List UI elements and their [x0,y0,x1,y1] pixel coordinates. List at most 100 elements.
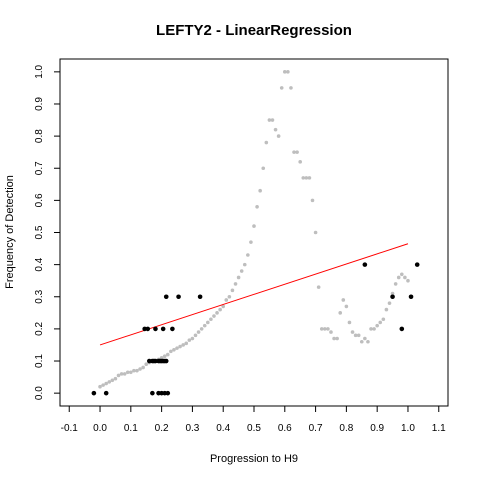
x-axis: -0.1 0.0 0.1 0.2 0.3 0.4 0.5 0.6 0.7 0.8 0.9 1.0 1.1 [61,406,447,434]
smoothed-point [188,338,192,342]
smoothed-point [191,337,195,341]
smoothed-point [345,305,349,309]
y-tick-label: 0.5 [34,225,45,239]
smoothed-point [101,383,105,387]
smoothed-point [295,150,299,154]
observed-point [363,262,368,267]
smoothed-point [114,377,118,381]
x-tick-label: 0.1 [124,423,138,434]
x-tick-label: 0.6 [278,423,292,434]
smoothed-point [360,340,364,344]
smoothed-point [258,189,262,193]
observed-point [400,327,405,332]
y-tick-label: 0.3 [34,289,45,303]
y-tick-label: 0.6 [34,193,45,207]
smoothed-point [406,279,410,283]
x-tick-label: 0.7 [309,423,323,434]
x-tick-label: 1.0 [401,423,415,434]
smoothed-point [372,327,376,331]
smoothed-point [166,353,170,357]
smoothed-point [265,141,269,145]
smoothed-point [255,205,259,209]
smoothed-point [271,118,275,122]
plot-frame [60,59,448,406]
smoothed-point [200,327,204,331]
smoothed-point [237,276,241,280]
smoothed-point [375,324,379,328]
x-tick-label: 0.2 [155,423,169,434]
smoothed-point [111,378,115,382]
smoothed-point [249,240,253,244]
smoothed-point [252,224,256,228]
smoothed-point [342,298,346,302]
smoothed-point [215,311,219,315]
smoothed-point [203,324,207,328]
smoothed-point [132,369,136,373]
y-tick-label: 0.8 [34,129,45,143]
x-tick-label: -0.1 [61,423,79,434]
observed-point [145,327,150,332]
observed-point [198,294,203,299]
smoothed-point [243,263,247,267]
observed-point [176,294,181,299]
smoothed-point [277,134,281,138]
smoothed-point [274,128,278,132]
smoothed-point [314,231,318,235]
smoothed-point [261,166,265,170]
smoothed-point [117,374,121,378]
smoothed-point [317,285,321,289]
smoothed-point [329,330,333,334]
smoothed-point [197,330,201,334]
x-tick-label: 0.3 [185,423,199,434]
observed-point [164,359,169,364]
observed-point [92,391,97,396]
observed-point [161,327,166,332]
smoothed-point [357,334,361,338]
smoothed-point [305,176,309,180]
x-tick-label: 0.5 [247,423,261,434]
smoothed-point [354,334,358,338]
smoothed-point [181,343,185,347]
y-tick-label: 0.4 [34,257,45,271]
smoothed-point [169,350,173,354]
x-tick-label: 1.1 [432,423,446,434]
smoothed-point [326,327,330,331]
smoothed-point [123,372,127,376]
smoothed-point [286,70,290,74]
observed-point [153,327,158,332]
smoothed-point [378,321,382,325]
observed-point [170,327,175,332]
x-tick-label: 0.0 [93,423,107,434]
smoothed-point [209,317,213,321]
smoothed-point [104,382,108,386]
y-tick-label: 0.2 [34,322,45,336]
smoothed-point [184,342,188,346]
smoothed-point [335,337,339,341]
y-axis: 0.0 0.1 0.2 0.3 0.4 0.5 0.6 0.7 0.8 0.9 1.0 [34,64,60,400]
smoothed-point [351,330,355,334]
smoothed-point [98,385,102,389]
y-tick-label: 0.7 [34,161,45,175]
smoothed-point [178,345,182,349]
smoothed-point [382,317,386,321]
smoothed-point [212,314,216,318]
smoothed-point [141,366,145,370]
smoothed-point [348,321,352,325]
smoothed-point [366,340,370,344]
smoothed-point [301,176,305,180]
smoothed-point [240,269,244,273]
smoothed-point [126,370,130,374]
y-tick-label: 1.0 [34,64,45,78]
smoothed-point [308,176,312,180]
y-tick-label: 0.0 [34,386,45,400]
y-axis-label: Frequency of Detection [4,175,16,289]
smoothed-point [280,86,284,90]
smoothed-point [385,308,389,312]
smoothed-point [388,301,392,305]
smoothed-point [338,311,342,315]
observed-point [165,391,170,396]
smoothed-point [144,362,148,366]
smoothed-point [228,295,232,299]
smoothed-point [194,334,198,338]
